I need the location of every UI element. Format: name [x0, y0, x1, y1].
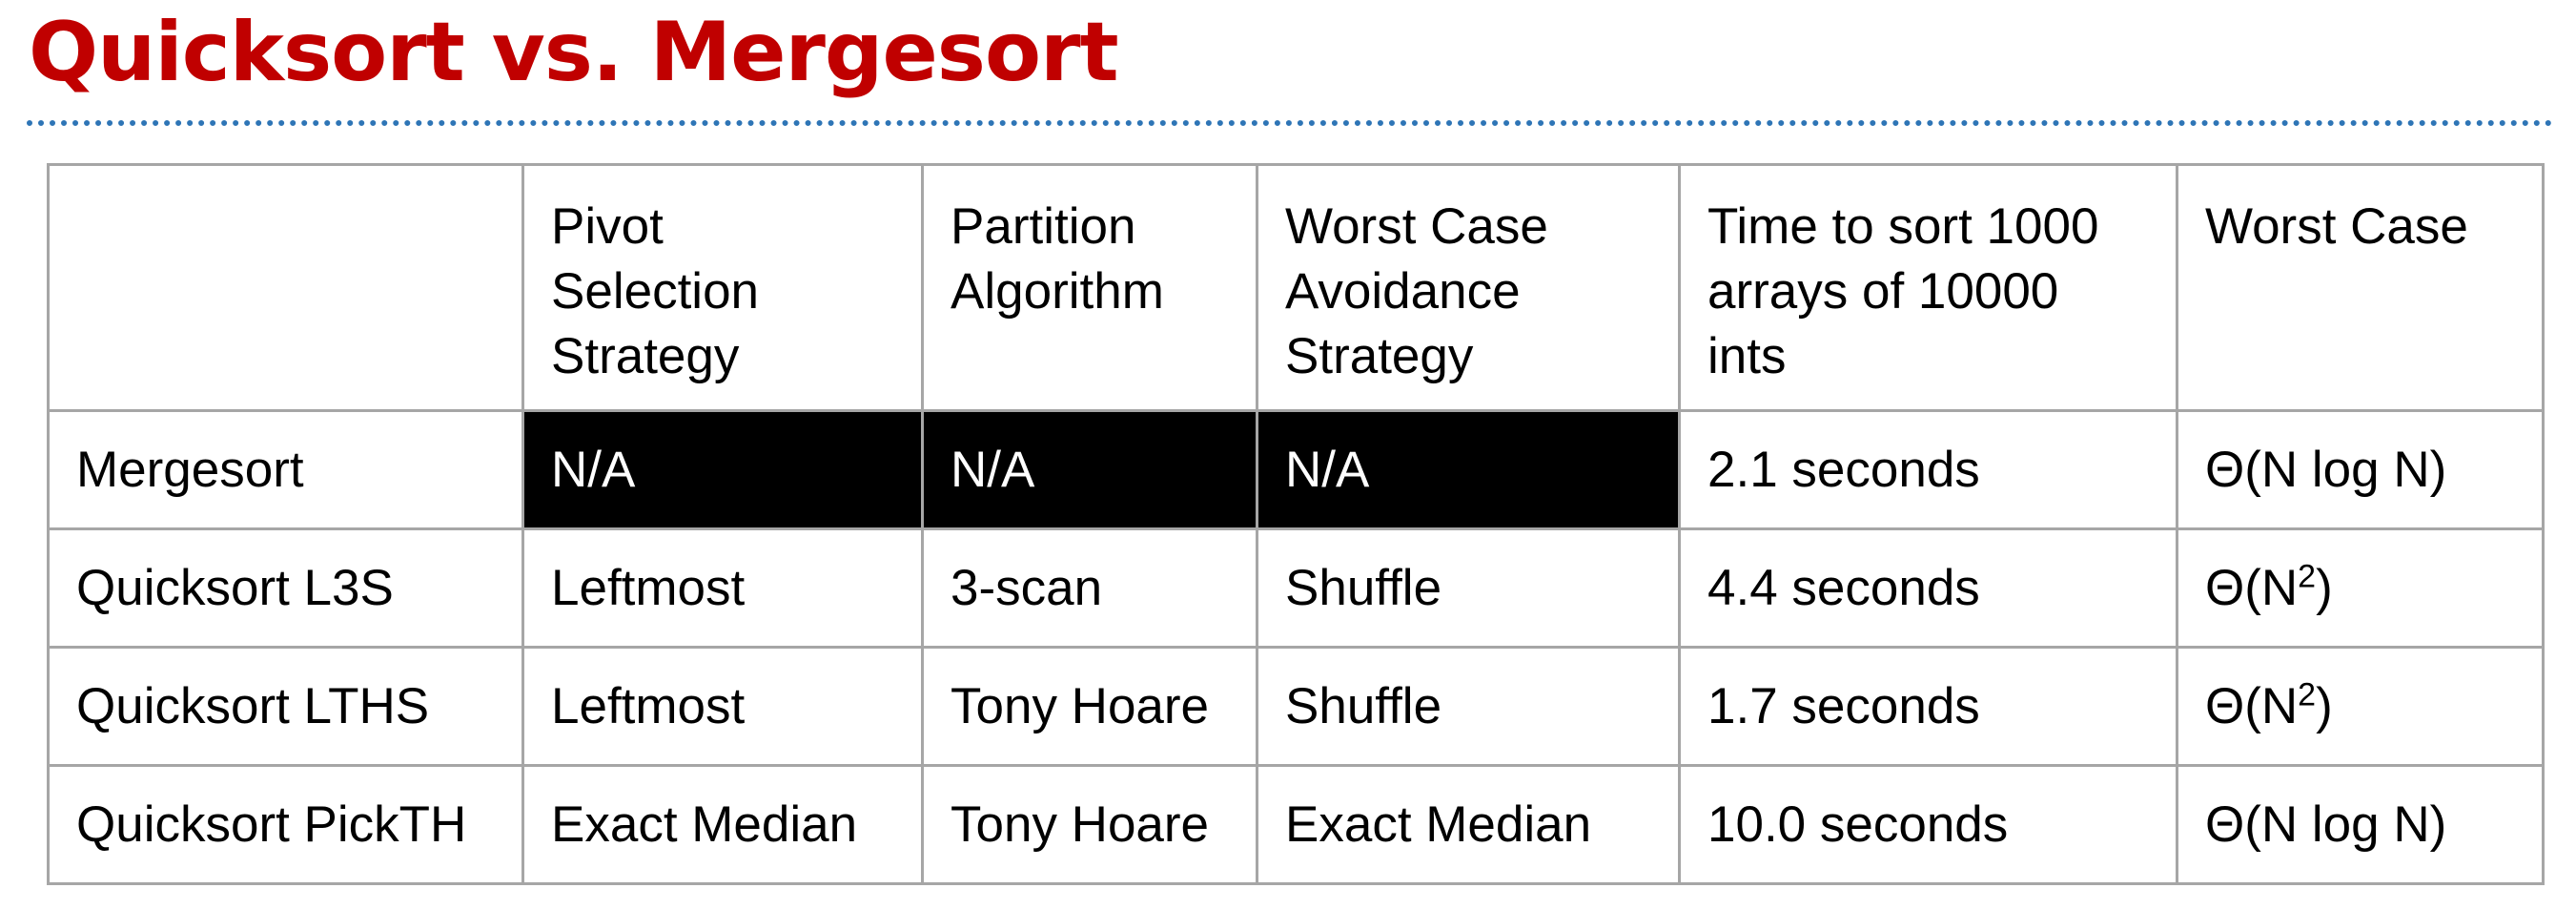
algorithm-name-cell: Mergesort — [47, 409, 524, 530]
table-row-quicksort-pickth: Quicksort PickTH Exact Median Tony Hoare… — [47, 764, 2545, 885]
pivot-strategy-cell: Exact Median — [521, 764, 924, 885]
partition-algorithm-cell: N/A — [921, 409, 1258, 530]
sort-time-cell: 4.4 seconds — [1678, 527, 2178, 649]
sort-time-cell: 2.1 seconds — [1678, 409, 2178, 530]
avoidance-strategy-cell: Exact Median — [1256, 764, 1681, 885]
worst-case-cell: Θ(N2) — [2176, 646, 2545, 767]
worst-case-cell: Θ(N log N) — [2176, 764, 2545, 885]
avoidance-strategy-cell: Shuffle — [1256, 646, 1681, 767]
header-partition-algorithm: Partition Algorithm — [921, 163, 1258, 412]
pivot-strategy-cell: Leftmost — [521, 646, 924, 767]
header-worst-case: Worst Case — [2176, 163, 2545, 412]
partition-algorithm-cell: Tony Hoare — [921, 764, 1258, 885]
title-divider — [27, 120, 2553, 126]
avoidance-strategy-cell: N/A — [1256, 409, 1681, 530]
pivot-strategy-cell: N/A — [521, 409, 924, 530]
header-worst-case-avoidance-strategy: Worst Case Avoidance Strategy — [1256, 163, 1681, 412]
header-pivot-selection-strategy: Pivot Selection Strategy — [521, 163, 924, 412]
algorithm-name-cell: Quicksort L3S — [47, 527, 524, 649]
header-row: Pivot Selection Strategy Partition Algor… — [47, 163, 2545, 412]
table-row-mergesort: Mergesort N/A N/A N/A 2.1 seconds Θ(N lo… — [47, 409, 2545, 530]
partition-algorithm-cell: 3-scan — [921, 527, 1258, 649]
header-time-to-sort: Time to sort 1000 arrays of 10000 ints — [1678, 163, 2178, 412]
partition-algorithm-cell: Tony Hoare — [921, 646, 1258, 767]
header-empty-cell — [47, 163, 524, 412]
algorithm-name-cell: Quicksort PickTH — [47, 764, 524, 885]
worst-case-cell: Θ(N2) — [2176, 527, 2545, 649]
avoidance-strategy-cell: Shuffle — [1256, 527, 1681, 649]
slide-title: Quicksort vs. Mergesort — [29, 5, 1119, 100]
worst-case-cell: Θ(N log N) — [2176, 409, 2545, 530]
algorithm-name-cell: Quicksort LTHS — [47, 646, 524, 767]
sort-time-cell: 10.0 seconds — [1678, 764, 2178, 885]
sort-time-cell: 1.7 seconds — [1678, 646, 2178, 767]
pivot-strategy-cell: Leftmost — [521, 527, 924, 649]
table-row-quicksort-lths: Quicksort LTHS Leftmost Tony Hoare Shuff… — [47, 646, 2545, 767]
table-row-quicksort-l3s: Quicksort L3S Leftmost 3-scan Shuffle 4.… — [47, 527, 2545, 649]
comparison-table: Pivot Selection Strategy Partition Algor… — [47, 163, 2545, 885]
